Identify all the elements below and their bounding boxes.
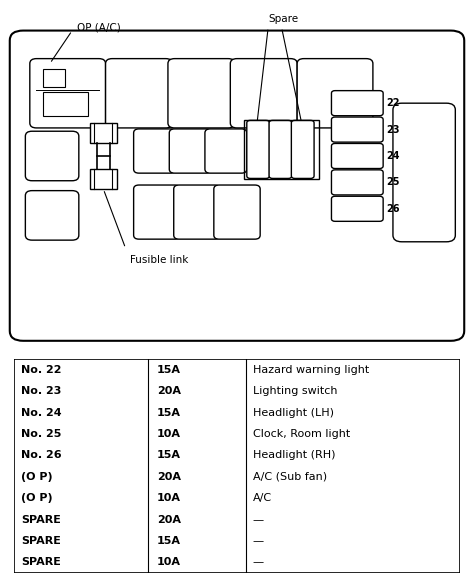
Text: 10A: 10A	[157, 558, 181, 567]
Text: SPARE: SPARE	[21, 515, 61, 525]
Text: Clock, Room light: Clock, Room light	[253, 429, 350, 439]
FancyBboxPatch shape	[247, 120, 270, 178]
Text: 23: 23	[386, 124, 400, 134]
Text: No. 25: No. 25	[21, 429, 61, 439]
Text: Headlight (LH): Headlight (LH)	[253, 408, 334, 417]
FancyBboxPatch shape	[134, 129, 175, 173]
Text: 15A: 15A	[157, 408, 181, 417]
FancyBboxPatch shape	[292, 120, 314, 178]
Text: No. 23: No. 23	[21, 386, 61, 396]
FancyBboxPatch shape	[106, 58, 173, 128]
Text: A/C: A/C	[253, 493, 272, 503]
FancyBboxPatch shape	[30, 58, 106, 128]
Text: Fusible link: Fusible link	[130, 255, 189, 265]
Text: 15A: 15A	[157, 450, 181, 460]
FancyBboxPatch shape	[297, 58, 373, 128]
Text: Spare: Spare	[268, 14, 298, 24]
Text: 15A: 15A	[157, 536, 181, 546]
Text: A/C (Sub fan): A/C (Sub fan)	[253, 472, 327, 482]
FancyBboxPatch shape	[169, 129, 211, 173]
Text: No. 22: No. 22	[21, 365, 62, 375]
Text: SPARE: SPARE	[21, 558, 61, 567]
Bar	[90, 169, 117, 189]
FancyBboxPatch shape	[331, 196, 383, 221]
Text: Headlight (RH): Headlight (RH)	[253, 450, 335, 460]
FancyBboxPatch shape	[25, 131, 79, 181]
Text: 26: 26	[386, 204, 400, 214]
FancyBboxPatch shape	[331, 144, 383, 168]
Text: 20A: 20A	[157, 472, 181, 482]
Text: —: —	[253, 558, 264, 567]
Text: Lighting switch: Lighting switch	[253, 386, 337, 396]
Bar	[244, 120, 319, 179]
FancyBboxPatch shape	[393, 103, 456, 242]
Text: OP (A/C): OP (A/C)	[77, 22, 120, 32]
Text: —: —	[253, 515, 264, 525]
Text: 15A: 15A	[157, 365, 181, 375]
Bar	[90, 123, 117, 143]
Bar	[43, 68, 65, 87]
FancyBboxPatch shape	[134, 185, 180, 239]
Text: No. 24: No. 24	[21, 408, 62, 417]
FancyBboxPatch shape	[269, 120, 292, 178]
Text: (O P): (O P)	[21, 493, 53, 503]
Text: 10A: 10A	[157, 429, 181, 439]
FancyBboxPatch shape	[168, 58, 235, 128]
Text: Hazard warning light: Hazard warning light	[253, 365, 369, 375]
Text: 25: 25	[386, 177, 400, 188]
FancyBboxPatch shape	[331, 91, 383, 116]
Text: No. 26: No. 26	[21, 450, 62, 460]
FancyBboxPatch shape	[205, 129, 247, 173]
Text: SPARE: SPARE	[21, 536, 61, 546]
Text: —: —	[253, 536, 264, 546]
FancyBboxPatch shape	[331, 117, 383, 142]
FancyBboxPatch shape	[25, 190, 79, 240]
Text: 24: 24	[386, 151, 400, 161]
FancyBboxPatch shape	[174, 185, 220, 239]
FancyBboxPatch shape	[331, 170, 383, 195]
Text: 10A: 10A	[157, 493, 181, 503]
Bar	[43, 91, 88, 116]
Text: 22: 22	[386, 98, 400, 108]
Text: 20A: 20A	[157, 386, 181, 396]
Text: (O P): (O P)	[21, 472, 53, 482]
FancyBboxPatch shape	[214, 185, 260, 239]
FancyBboxPatch shape	[230, 58, 297, 128]
FancyBboxPatch shape	[10, 31, 464, 341]
Text: 20A: 20A	[157, 515, 181, 525]
